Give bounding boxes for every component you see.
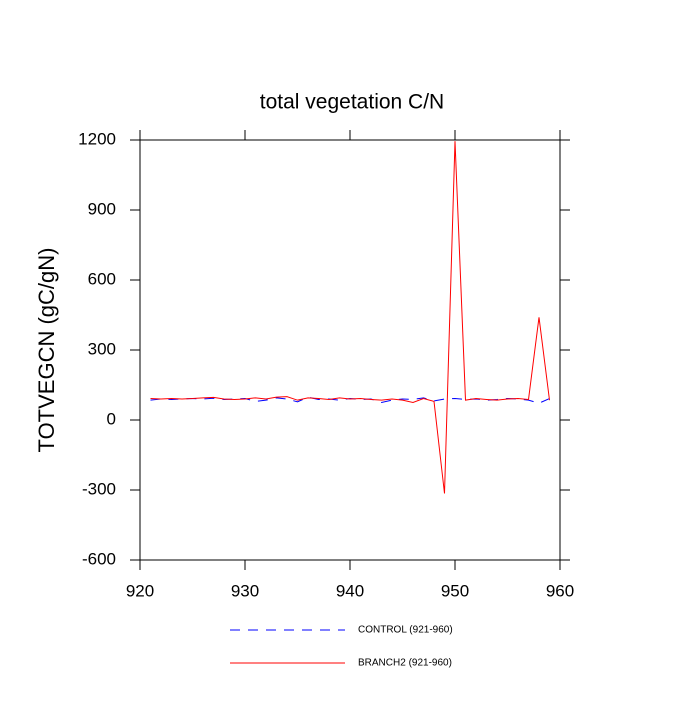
y-tick-label: 1200 — [78, 129, 116, 148]
x-tick-label: 960 — [546, 581, 574, 600]
y-axis-label: TOTVEGCN (gC/gN) — [34, 248, 59, 453]
plot-frame — [139, 139, 561, 561]
legend-label: BRANCH2 (921-960) — [358, 658, 452, 669]
y-tick-label: -300 — [82, 479, 116, 498]
x-tick-label: 920 — [126, 581, 154, 600]
y-tick-label: 600 — [88, 269, 116, 288]
x-tick-label: 940 — [336, 581, 364, 600]
x-tick-label: 950 — [441, 581, 469, 600]
y-tick-label: 900 — [88, 199, 116, 218]
x-tick-label: 930 — [231, 581, 259, 600]
y-tick-label: 300 — [88, 339, 116, 358]
legend-label: CONTROL (921-960) — [358, 625, 453, 636]
y-tick-label: 0 — [107, 409, 116, 428]
series-line — [150, 141, 550, 494]
y-tick-label: -600 — [82, 549, 116, 568]
chart-title: total vegetation C/N — [260, 91, 444, 114]
